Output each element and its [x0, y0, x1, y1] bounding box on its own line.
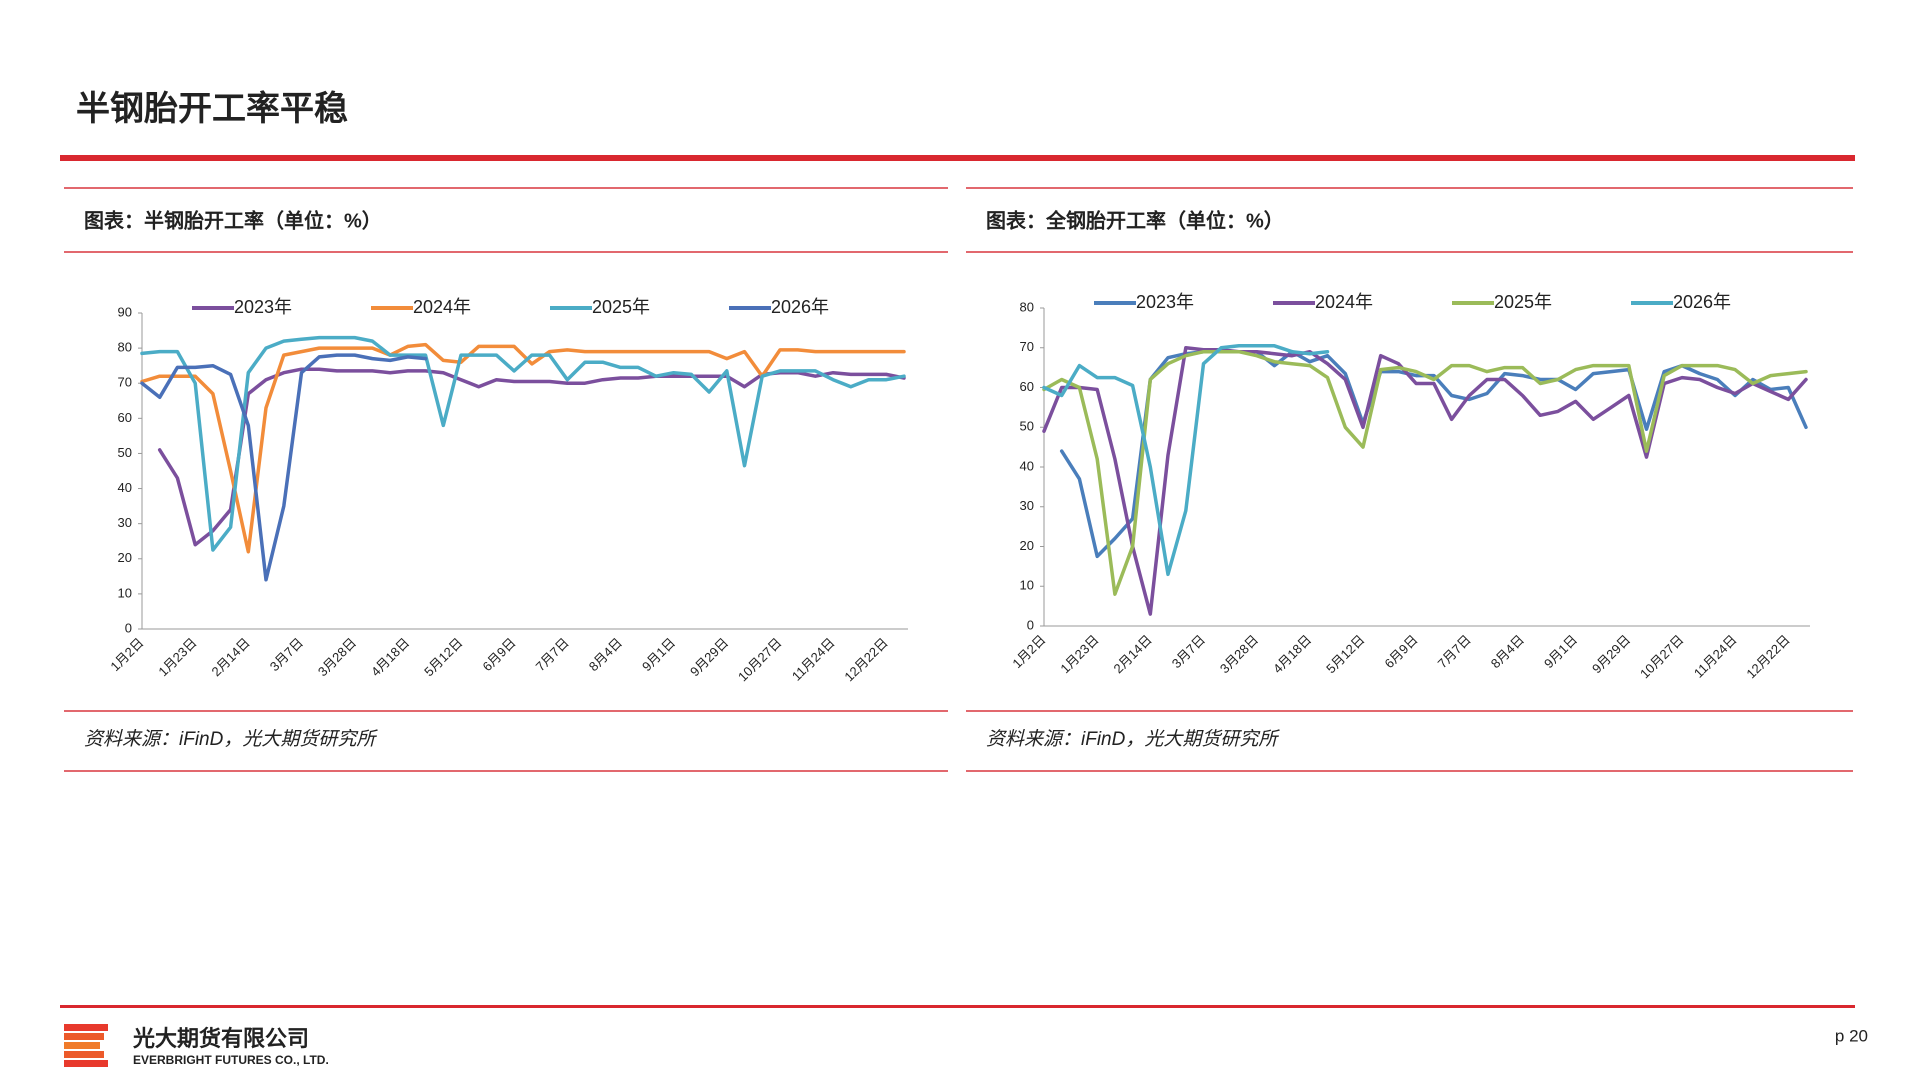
x-tick-label: 5月12日 — [1323, 632, 1367, 676]
x-tick-label: 2月14日 — [1111, 632, 1155, 676]
x-tick-label: 8月4日 — [586, 635, 625, 674]
x-tick-label: 1月23日 — [1057, 632, 1101, 676]
logo-stripe — [64, 1051, 104, 1058]
x-tick-label: 12月22日 — [1743, 632, 1792, 681]
y-tick-label: 80 — [118, 340, 132, 355]
company-name: 光大期货有限公司 — [132, 1026, 309, 1051]
x-tick-label: 9月1日 — [1541, 632, 1580, 671]
y-tick-label: 60 — [1020, 379, 1034, 394]
series-line — [1042, 346, 1808, 616]
y-tick-label: 30 — [118, 515, 132, 530]
logo-stripe — [64, 1024, 108, 1031]
y-tick-label: 10 — [1020, 578, 1034, 593]
y-tick-label: 50 — [118, 445, 132, 460]
series-line — [140, 335, 906, 552]
y-tick-label: 60 — [118, 410, 132, 425]
logo-stripe — [64, 1060, 108, 1067]
y-tick-label: 20 — [118, 550, 132, 565]
chart-title: 图表：全钢胎开工率（单位：%） — [986, 208, 1284, 232]
x-tick-label: 3月7日 — [1169, 632, 1208, 671]
logo-stripe — [64, 1033, 104, 1040]
x-tick-label: 12月22日 — [841, 635, 890, 684]
series-line — [140, 353, 428, 582]
x-tick-label: 3月28日 — [315, 635, 359, 679]
slide-title: 半钢胎开工率平稳 — [76, 90, 348, 128]
x-tick-label: 6月9日 — [1381, 632, 1420, 671]
y-tick-label: 50 — [1020, 419, 1034, 434]
y-tick-label: 0 — [1027, 617, 1034, 632]
x-tick-label: 1月2日 — [107, 635, 146, 674]
x-tick-label: 9月29日 — [1589, 632, 1633, 676]
legend-label: 2026年 — [771, 297, 829, 317]
x-tick-label: 3月7日 — [267, 635, 306, 674]
x-tick-label: 10月27日 — [735, 635, 784, 684]
y-tick-label: 0 — [125, 620, 132, 635]
company-name-en: EVERBRIGHT FUTURES CO., LTD. — [133, 1053, 329, 1067]
panel-lines — [64, 187, 1853, 772]
x-tick-label: 7月7日 — [533, 635, 572, 674]
source-note: 资料来源：iFinD，光大期货研究所 — [84, 728, 378, 750]
y-tick-label: 80 — [1020, 299, 1034, 314]
legend-label: 2023年 — [1136, 292, 1194, 312]
y-tick-label: 10 — [118, 585, 132, 600]
legend-label: 2025年 — [592, 297, 650, 317]
x-tick-label: 2月14日 — [209, 635, 253, 679]
x-tick-label: 10月27日 — [1637, 632, 1686, 681]
x-tick-label: 5月12日 — [421, 635, 465, 679]
x-tick-label: 11月24日 — [1691, 632, 1740, 681]
legend-label: 2025年 — [1494, 292, 1552, 312]
x-tick-label: 4月18日 — [368, 635, 412, 679]
page-number: p 20 — [1835, 1026, 1868, 1045]
x-tick-label: 4月18日 — [1270, 632, 1314, 676]
y-tick-label: 70 — [1020, 339, 1034, 354]
legend-label: 2024年 — [1315, 292, 1373, 312]
footer-rule — [60, 1005, 1855, 1008]
x-tick-label: 1月2日 — [1009, 632, 1048, 671]
y-tick-label: 40 — [118, 480, 132, 495]
x-tick-label: 7月7日 — [1435, 632, 1474, 671]
y-tick-label: 40 — [1020, 458, 1034, 473]
legend-label: 2024年 — [413, 297, 471, 317]
y-tick-label: 70 — [118, 375, 132, 390]
logo — [64, 1024, 108, 1067]
title-bar — [60, 155, 1855, 161]
x-tick-label: 9月1日 — [639, 635, 678, 674]
chart-title: 图表：半钢胎开工率（单位：%） — [84, 208, 382, 232]
source-note: 资料来源：iFinD，光大期货研究所 — [986, 728, 1280, 750]
x-tick-label: 3月28日 — [1217, 632, 1261, 676]
x-tick-label: 9月29日 — [687, 635, 731, 679]
y-tick-label: 30 — [1020, 498, 1034, 513]
x-tick-label: 1月23日 — [155, 635, 199, 679]
y-tick-label: 20 — [1020, 538, 1034, 553]
legend-label: 2023年 — [234, 297, 292, 317]
y-tick-label: 90 — [118, 304, 132, 319]
x-tick-label: 6月9日 — [479, 635, 518, 674]
series-line — [1042, 349, 1808, 596]
series-line — [1042, 344, 1330, 577]
series-line — [140, 342, 906, 554]
legend-label: 2026年 — [1673, 292, 1731, 312]
logo-stripe — [64, 1042, 100, 1049]
x-tick-label: 11月24日 — [789, 635, 838, 684]
x-tick-label: 8月4日 — [1488, 632, 1527, 671]
